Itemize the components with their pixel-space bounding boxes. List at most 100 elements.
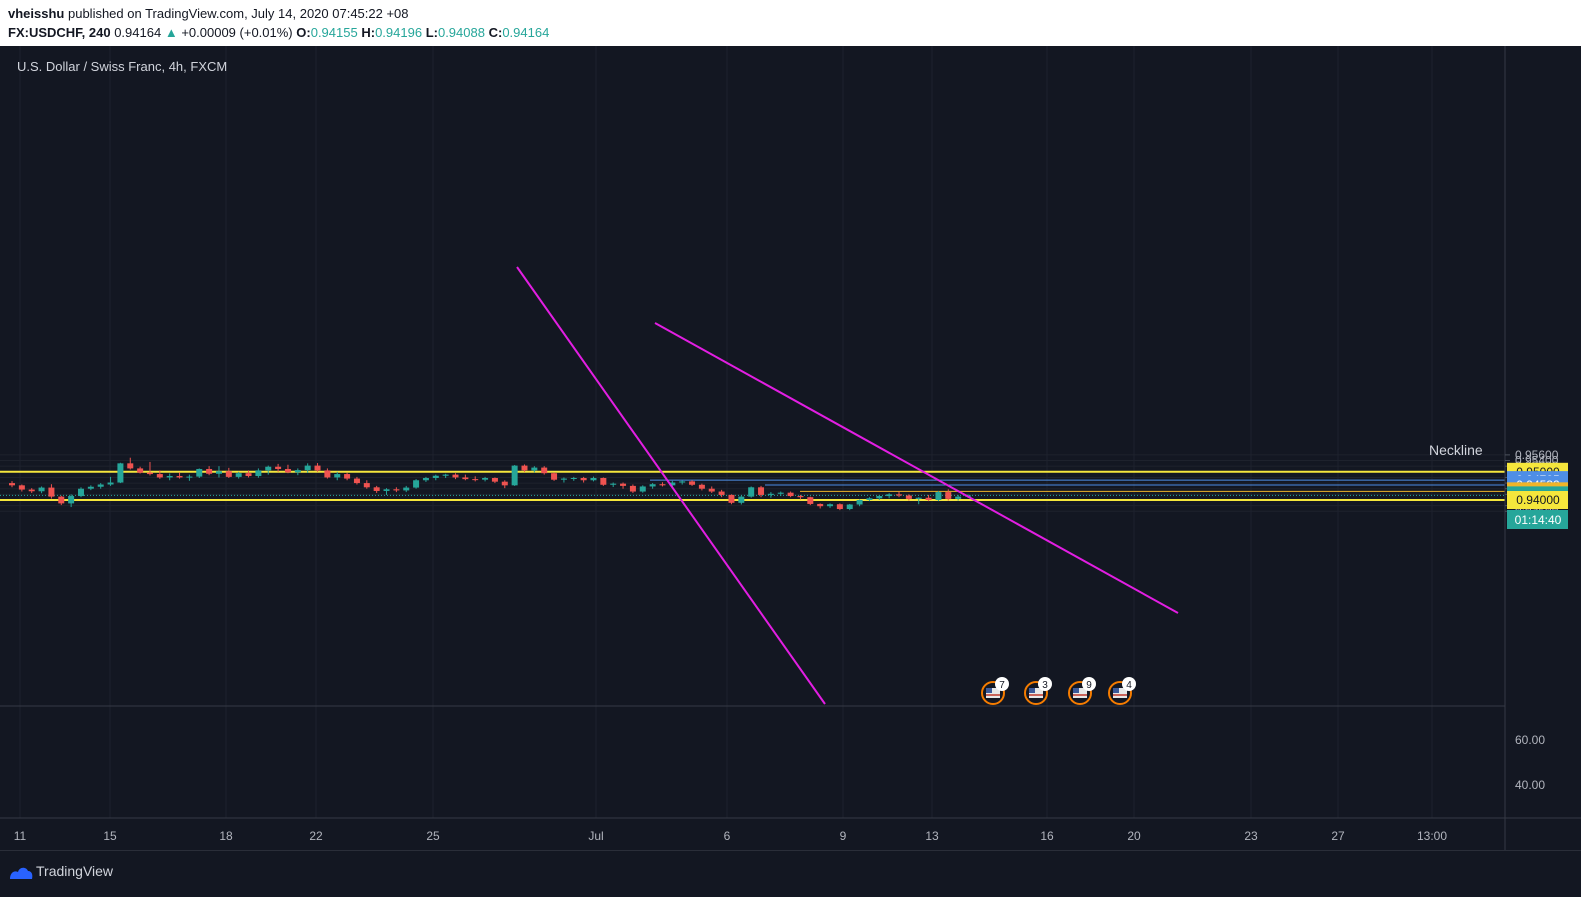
- candle[interactable]: [708, 486, 715, 493]
- candle[interactable]: [659, 482, 666, 487]
- tradingview-brand[interactable]: TradingView: [36, 863, 114, 879]
- candle[interactable]: [77, 487, 84, 498]
- candle[interactable]: [452, 473, 459, 480]
- candle[interactable]: [373, 485, 380, 493]
- candle[interactable]: [482, 476, 489, 482]
- trendlines[interactable]: [516, 266, 1179, 705]
- candle[interactable]: [600, 477, 607, 486]
- candle[interactable]: [245, 470, 252, 478]
- candle[interactable]: [827, 503, 834, 508]
- candle[interactable]: [679, 480, 686, 485]
- candle[interactable]: [265, 465, 272, 475]
- candle[interactable]: [117, 462, 124, 484]
- candle[interactable]: [383, 488, 390, 495]
- candle[interactable]: [334, 471, 341, 481]
- candle[interactable]: [787, 491, 794, 498]
- candle[interactable]: [97, 483, 104, 489]
- candle[interactable]: [107, 476, 114, 486]
- candle[interactable]: [186, 474, 193, 481]
- candle[interactable]: [432, 474, 439, 481]
- candle[interactable]: [836, 503, 843, 511]
- candle[interactable]: [324, 468, 331, 479]
- candle[interactable]: [393, 487, 400, 493]
- candle[interactable]: [738, 495, 745, 505]
- candle[interactable]: [797, 494, 804, 500]
- candle[interactable]: [590, 476, 597, 482]
- candle[interactable]: [146, 461, 153, 476]
- chart-svg[interactable]: U.S. Dollar / Swiss Franc, 4h, FXCM Neck…: [0, 46, 1581, 850]
- candle[interactable]: [748, 486, 755, 498]
- candle[interactable]: [560, 477, 567, 483]
- candle[interactable]: [511, 465, 518, 486]
- candle[interactable]: [698, 483, 705, 491]
- candle[interactable]: [87, 485, 94, 491]
- candle[interactable]: [610, 482, 617, 488]
- candle[interactable]: [344, 472, 351, 481]
- candle[interactable]: [294, 468, 301, 476]
- candle[interactable]: [491, 477, 498, 484]
- candle[interactable]: [580, 476, 587, 483]
- candle[interactable]: [48, 484, 55, 499]
- us-flag-event-icon[interactable]: 9: [1068, 677, 1096, 705]
- candle[interactable]: [945, 489, 952, 501]
- us-flag-event-icon[interactable]: 3: [1024, 677, 1052, 705]
- candle[interactable]: [225, 467, 232, 479]
- candle[interactable]: [176, 472, 183, 479]
- candle[interactable]: [718, 489, 725, 498]
- candle[interactable]: [639, 485, 646, 493]
- candle[interactable]: [166, 473, 173, 481]
- candle[interactable]: [18, 484, 25, 492]
- us-flag-event-icon[interactable]: 7: [981, 677, 1009, 705]
- candle[interactable]: [127, 457, 134, 470]
- candle[interactable]: [925, 494, 932, 502]
- candle[interactable]: [541, 466, 548, 475]
- candle[interactable]: [235, 471, 242, 479]
- candle[interactable]: [403, 485, 410, 493]
- wedge-lower-trendline[interactable]: [516, 266, 826, 705]
- candle[interactable]: [915, 497, 922, 505]
- candle[interactable]: [363, 480, 370, 489]
- candle[interactable]: [353, 476, 360, 485]
- candle[interactable]: [905, 494, 912, 501]
- candle[interactable]: [413, 479, 420, 489]
- candle[interactable]: [886, 493, 893, 499]
- candle[interactable]: [196, 468, 203, 479]
- candle[interactable]: [728, 494, 735, 505]
- candle[interactable]: [314, 463, 321, 472]
- candle[interactable]: [422, 476, 429, 482]
- candle[interactable]: [807, 496, 814, 506]
- candle[interactable]: [58, 495, 65, 506]
- candle[interactable]: [501, 480, 508, 489]
- economic-events[interactable]: 7 3 9 4: [981, 677, 1136, 705]
- candle[interactable]: [521, 464, 528, 472]
- candle[interactable]: [9, 481, 15, 488]
- candle[interactable]: [777, 491, 784, 497]
- candle[interactable]: [442, 473, 449, 479]
- candle[interactable]: [955, 494, 962, 501]
- candle[interactable]: [68, 494, 75, 508]
- candle[interactable]: [620, 482, 627, 489]
- candle[interactable]: [896, 491, 903, 498]
- candle[interactable]: [255, 468, 262, 478]
- candle[interactable]: [531, 466, 538, 473]
- oscillator-axis[interactable]: 60.00 40.00: [1515, 733, 1545, 792]
- candle[interactable]: [551, 472, 558, 481]
- candle[interactable]: [206, 466, 213, 476]
- candle[interactable]: [689, 480, 696, 486]
- candle[interactable]: [570, 476, 577, 481]
- candle[interactable]: [284, 464, 291, 474]
- candle[interactable]: [28, 488, 35, 493]
- candle[interactable]: [275, 463, 282, 472]
- candle[interactable]: [629, 484, 636, 493]
- time-axis[interactable]: 11 15 18 22 25 Jul 6 9 13 16 20 23 27 13:00: [14, 829, 1448, 843]
- candle[interactable]: [215, 466, 222, 478]
- candle[interactable]: [137, 466, 144, 474]
- candle[interactable]: [304, 463, 311, 473]
- candle[interactable]: [866, 497, 873, 502]
- candle[interactable]: [38, 486, 45, 494]
- candle[interactable]: [876, 494, 883, 500]
- candle[interactable]: [935, 490, 942, 502]
- candle[interactable]: [758, 485, 765, 498]
- us-flag-event-icon[interactable]: 4: [1108, 677, 1136, 705]
- candle[interactable]: [649, 483, 656, 489]
